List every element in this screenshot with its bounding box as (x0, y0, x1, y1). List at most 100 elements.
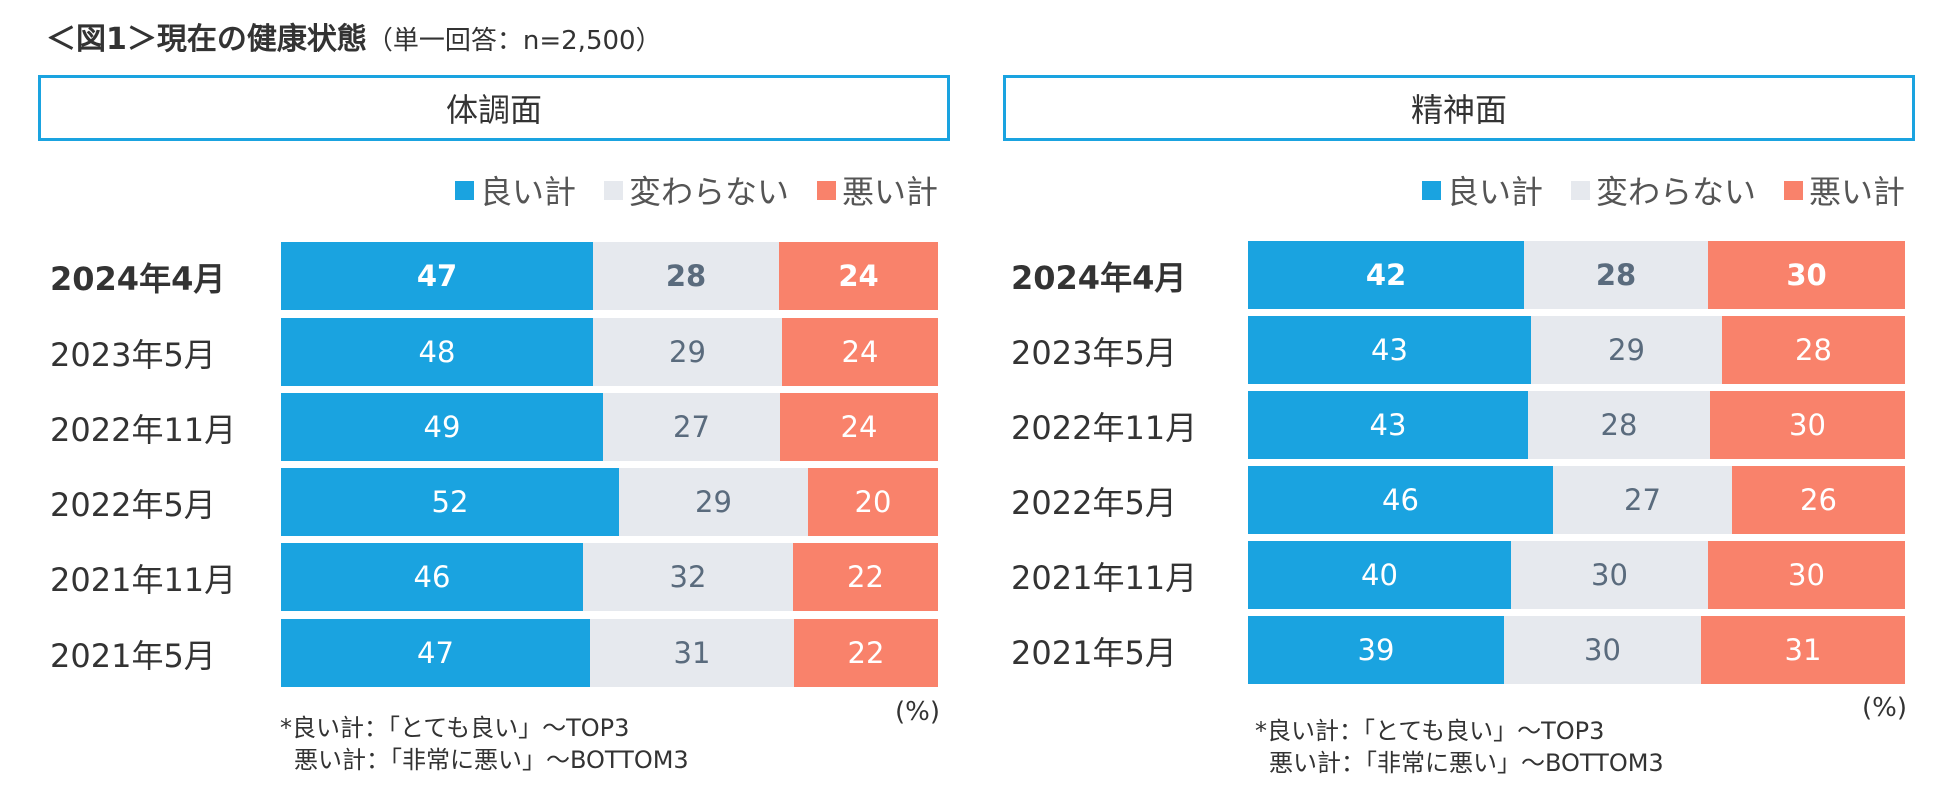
row-label: 2021年5月 (1011, 634, 1177, 672)
legend-label-same: 変わらない (1595, 173, 1756, 211)
bar-segment-good: 39 (1248, 616, 1504, 684)
panel-header-mental: 精神面 (1003, 75, 1915, 141)
legend-item-same: 変わらない (1570, 167, 1756, 213)
bar-value-label: 47 (416, 259, 458, 293)
bar-segment-good: 46 (1248, 466, 1553, 534)
bar-segment-good: 47 (281, 242, 593, 310)
bar-value-label: 48 (418, 335, 456, 369)
panel-header-physical: 体調面 (38, 75, 950, 141)
figure-title-main: ＜図1＞現在の健康状態 (46, 22, 367, 57)
unit-label-physical: (%) (895, 697, 940, 727)
bar-value-label: 27 (1624, 483, 1661, 517)
footnote-line: 悪い計：「非常に悪い」～BOTTOM3 (294, 746, 689, 774)
row-label: 2022年11月 (50, 411, 237, 449)
bar-segment-same: 27 (1553, 466, 1732, 534)
bar-segment-same: 28 (1528, 391, 1710, 459)
bar-value-label: 28 (665, 259, 707, 293)
bar-value-label: 28 (1600, 408, 1638, 442)
bar-value-label: 47 (417, 636, 454, 670)
bar-value-label: 43 (1371, 333, 1408, 367)
figure-title: ＜図1＞現在の健康状態（単一回答：n=2,500） (46, 14, 662, 58)
unit-label-mental: (%) (1862, 693, 1907, 723)
bar-segment-bad: 20 (808, 468, 938, 536)
legend-swatch-good (1421, 180, 1441, 200)
bar-segment-bad: 24 (782, 318, 938, 386)
bar-segment-bad: 31 (1701, 616, 1905, 684)
bar-segment-same: 29 (619, 468, 808, 536)
bar-value-label: 32 (669, 560, 707, 594)
bar-segment-same: 28 (593, 242, 779, 310)
bar-value-label: 28 (1795, 333, 1832, 367)
bar-segment-same: 29 (593, 318, 782, 386)
legend-item-bad: 悪い計 (1783, 167, 1905, 213)
row-label: 2022年5月 (50, 486, 216, 524)
bar-value-label: 22 (847, 636, 885, 670)
footnote-mental: *良い計：「とても良い」～TOP3 悪い計：「非常に悪い」～BOTTOM3 (1255, 715, 1664, 779)
bar-segment-bad: 24 (780, 393, 938, 461)
bar-value-label: 29 (695, 485, 732, 519)
legend-swatch-same (603, 180, 623, 200)
bar-segment-good: 47 (281, 619, 590, 687)
legend-mental: 良い計 変わらない 悪い計 (1394, 168, 1905, 212)
bar-value-label: 30 (1584, 633, 1621, 667)
row-label: 2023年5月 (1011, 334, 1177, 372)
bar-value-label: 46 (413, 560, 451, 594)
bar-segment-same: 31 (590, 619, 794, 687)
bar-segment-same: 29 (1531, 316, 1722, 384)
footnote-line: *良い計：「とても良い」～TOP3 (280, 714, 630, 742)
bar-value-label: 20 (854, 485, 892, 519)
bar-segment-good: 49 (281, 393, 603, 461)
bar-value-label: 24 (841, 335, 879, 369)
bar-value-label: 24 (838, 259, 879, 293)
bar-value-label: 42 (1365, 258, 1407, 292)
bar-segment-good: 40 (1248, 541, 1511, 609)
panel-title-mental: 精神面 (1410, 91, 1507, 129)
bar-value-label: 26 (1800, 483, 1837, 517)
row-label: 2021年11月 (1011, 559, 1198, 597)
legend-swatch-good (454, 180, 474, 200)
row-label: 2021年5月 (50, 637, 216, 675)
bar-segment-bad: 24 (779, 242, 938, 310)
bar-value-label: 31 (1784, 633, 1822, 667)
bar-segment-same: 30 (1511, 541, 1708, 609)
bar-segment-good: 46 (281, 543, 583, 611)
bar-segment-bad: 30 (1708, 241, 1905, 309)
bar-segment-bad: 30 (1708, 541, 1905, 609)
bar-segment-bad: 22 (794, 619, 938, 687)
legend-label-good: 良い計 (1446, 173, 1543, 211)
row-label: 2023年5月 (50, 336, 216, 374)
panel-title-physical: 体調面 (445, 91, 542, 129)
bar-segment-good: 42 (1248, 241, 1524, 309)
footnote-line: 悪い計：「非常に悪い」～BOTTOM3 (1269, 749, 1664, 777)
bar-value-label: 31 (673, 636, 711, 670)
legend-label-bad: 悪い計 (1808, 173, 1905, 211)
legend-item-good: 良い計 (1421, 167, 1543, 213)
row-label: 2022年11月 (1011, 409, 1198, 447)
bar-segment-same: 32 (583, 543, 793, 611)
row-label: 2022年5月 (1011, 484, 1177, 522)
bar-value-label: 28 (1595, 258, 1637, 292)
bar-value-label: 49 (423, 410, 461, 444)
bar-segment-bad: 28 (1722, 316, 1905, 384)
bar-segment-good: 52 (281, 468, 619, 536)
legend-swatch-bad (816, 180, 836, 200)
footnote-line: *良い計：「とても良い」～TOP3 (1255, 717, 1605, 745)
bar-value-label: 43 (1369, 408, 1407, 442)
bar-value-label: 39 (1357, 633, 1395, 667)
row-label: 2021年11月 (50, 561, 237, 599)
bar-value-label: 30 (1789, 408, 1826, 442)
figure-title-sub: （単一回答：n=2,500） (366, 26, 662, 56)
bar-segment-good: 43 (1248, 391, 1528, 459)
legend-swatch-same (1570, 180, 1590, 200)
bar-segment-bad: 26 (1732, 466, 1905, 534)
bar-segment-good: 48 (281, 318, 593, 386)
bar-value-label: 27 (673, 410, 710, 444)
bar-value-label: 29 (1608, 333, 1645, 367)
bar-value-label: 22 (847, 560, 884, 594)
bar-value-label: 30 (1788, 558, 1825, 592)
bar-value-label: 24 (840, 410, 878, 444)
bar-value-label: 30 (1786, 258, 1827, 292)
bar-value-label: 30 (1591, 558, 1628, 592)
bar-segment-same: 28 (1524, 241, 1708, 309)
bar-value-label: 52 (431, 485, 469, 519)
